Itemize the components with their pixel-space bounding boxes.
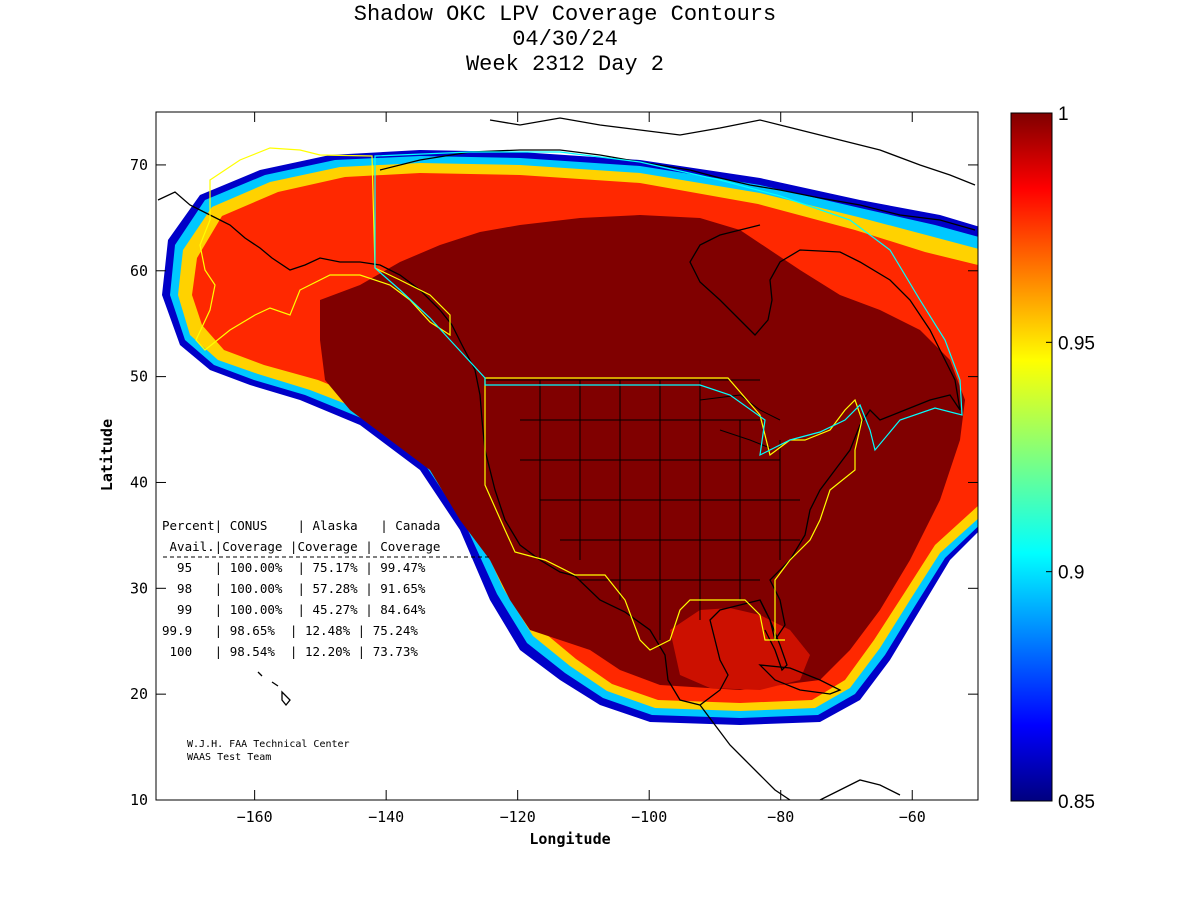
colorbar-ticks: 1 0.95 0.9 0.85 [1046,104,1095,813]
conus-outline [484,377,863,651]
colorbar-tick-label: 1 [1058,104,1069,125]
us-state-lines [485,379,800,640]
coastline-cuba [758,664,842,695]
table-row: 100 | 98.54% | 12.20% | 73.73% [162,644,418,659]
coastline-arctic-islands [489,117,976,186]
x-axis-label: Longitude [529,830,610,848]
y-tick-label: 70 [130,156,148,174]
table-row: 99.9 | 98.65% | 12.48% | 75.24% [162,623,418,638]
state-borders [485,379,800,640]
coverage-contours [162,150,978,725]
title-line-3: Week 2312 Day 2 [465,52,665,77]
y-tick-label: 30 [130,579,148,597]
contour-band-1.0 [320,215,965,690]
coverage-statistics-table: Percent| CONUS | Alaska | Canada Avail.|… [162,518,490,659]
plot-frame [155,111,979,801]
coastline-florida [759,599,788,672]
table-row: 99 | 100.00% | 45.27% | 84.64% [162,602,426,617]
table-header-1: Percent| CONUS | Alaska | Canada [162,518,440,533]
alaska-outline [195,147,451,351]
coastline-hawaii [257,671,291,707]
coastline-arctic [379,149,976,231]
x-tick-label: −100 [631,808,667,826]
credit-line-2: WAAS Test Team [187,752,271,763]
x-tick-label: −160 [237,808,273,826]
colorbar-tick-label: 0.95 [1058,333,1095,354]
title-line-1: Shadow OKC LPV Coverage Contours [353,2,777,27]
table-row: 98 | 100.00% | 57.28% | 91.65% [162,581,426,596]
y-tick-label: 10 [130,791,148,809]
great-lakes [699,394,781,449]
y-tick-label: 20 [130,685,148,703]
region-outlines [195,147,963,651]
colorbar-tick-label: 0.9 [1058,563,1084,584]
coastline-north-america [157,191,961,706]
colorbar [1010,112,1053,802]
colorbar-tick-label: 0.85 [1058,792,1095,813]
table-row: 95 | 100.00% | 75.17% | 99.47% [162,560,426,575]
table-header-2: Avail.|Coverage |Coverage | Coverage [162,539,440,554]
credit-line-1: W.J.H. FAA Technical Center [187,739,350,750]
coastline-south-america [819,779,901,800]
y-tick-label: 40 [130,473,148,491]
x-tick-label: −60 [899,808,926,826]
y-axis-ticks: 10 20 30 40 50 60 70 [130,156,978,809]
y-tick-label: 50 [130,368,148,386]
y-axis-label: Latitude [98,419,116,491]
canada-outline [374,151,963,457]
x-tick-label: −80 [767,808,794,826]
coastline-central-america [699,704,791,800]
x-axis-ticks: −160 −140 −120 −100 −80 −60 [237,112,926,826]
x-tick-label: −120 [500,808,536,826]
y-tick-label: 60 [130,262,148,280]
title-line-2: 04/30/24 [512,27,618,52]
x-tick-label: −140 [368,808,404,826]
coastlines [157,117,976,800]
